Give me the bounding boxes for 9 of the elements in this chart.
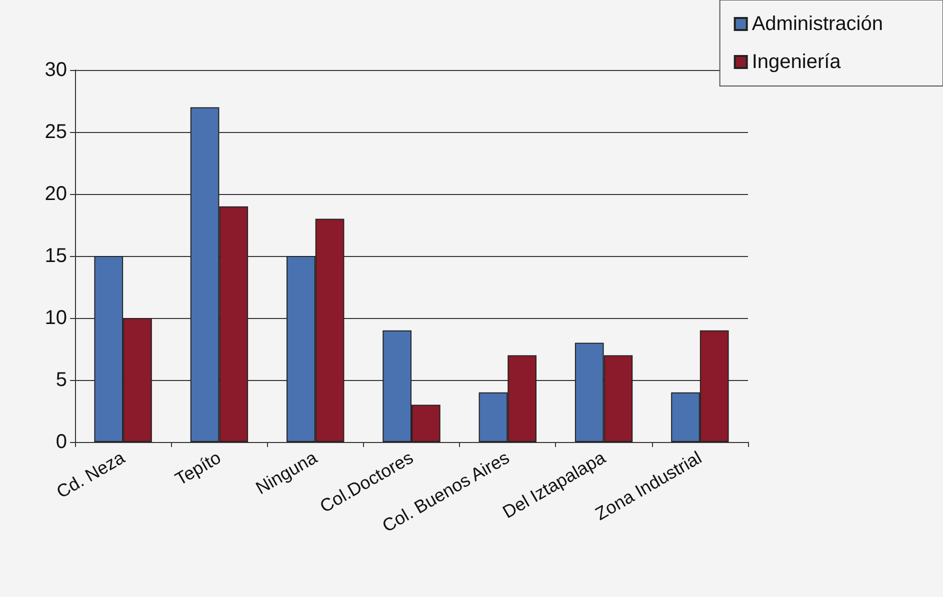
y-tick-label: 15 [44, 245, 67, 267]
y-tick-label: 30 [44, 59, 67, 81]
legend-label: Administración [752, 13, 884, 35]
legend-label: Ingeniería [752, 51, 842, 73]
y-tick-label: 20 [44, 183, 67, 205]
y-tick-label: 5 [56, 369, 67, 391]
x-tick-label: Tepíto [172, 447, 224, 490]
y-tick-label: 25 [44, 121, 67, 143]
y-tick-label: 10 [44, 307, 67, 329]
